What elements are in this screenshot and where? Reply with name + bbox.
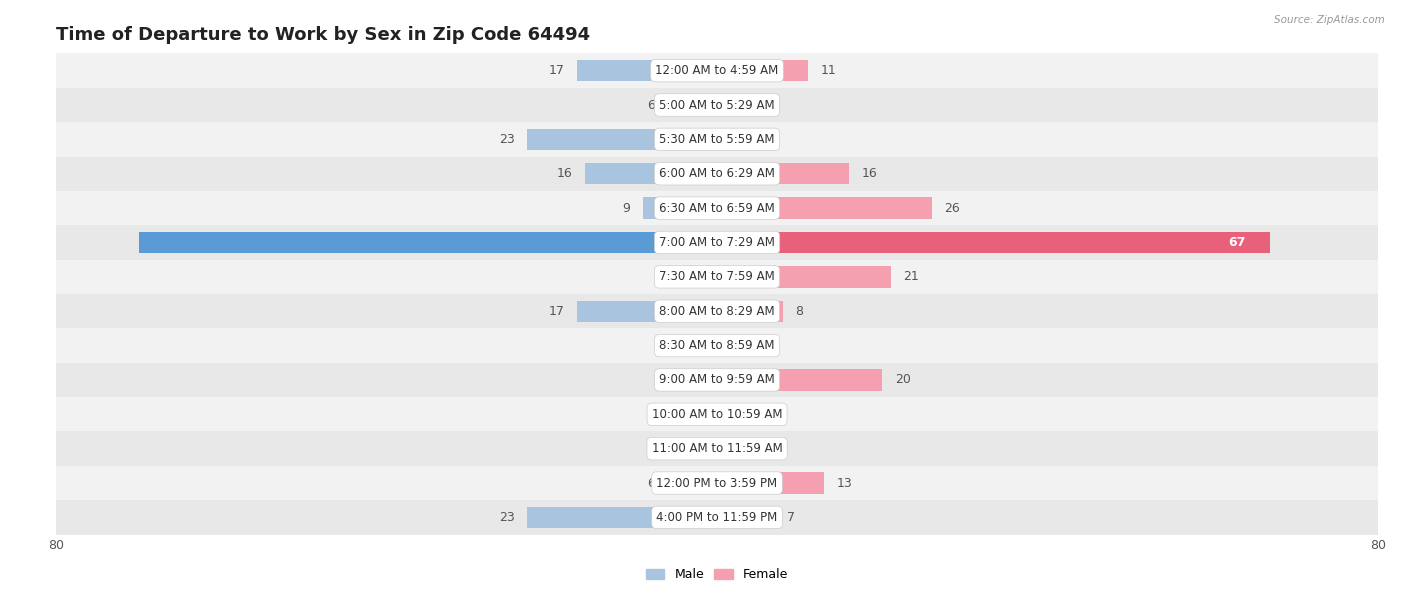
Text: 12:00 PM to 3:59 PM: 12:00 PM to 3:59 PM xyxy=(657,476,778,489)
Text: 6: 6 xyxy=(647,99,655,112)
Bar xyxy=(717,232,1271,253)
Text: 70: 70 xyxy=(692,236,710,249)
Bar xyxy=(700,266,717,287)
Bar xyxy=(717,129,742,150)
Bar xyxy=(56,122,1378,157)
Bar xyxy=(585,163,717,184)
Text: 6:30 AM to 6:59 AM: 6:30 AM to 6:59 AM xyxy=(659,201,775,214)
Text: 4: 4 xyxy=(762,408,770,421)
Text: 17: 17 xyxy=(548,305,564,318)
Text: 2: 2 xyxy=(681,270,688,283)
Text: 5:00 AM to 5:29 AM: 5:00 AM to 5:29 AM xyxy=(659,99,775,112)
Bar xyxy=(717,60,808,81)
Bar xyxy=(717,163,849,184)
Bar xyxy=(527,129,717,150)
Bar xyxy=(56,397,1378,431)
Text: 16: 16 xyxy=(862,168,877,180)
Bar xyxy=(576,301,717,322)
Text: 67: 67 xyxy=(1229,236,1246,249)
Bar xyxy=(717,301,783,322)
Text: Source: ZipAtlas.com: Source: ZipAtlas.com xyxy=(1274,15,1385,25)
Text: 8:30 AM to 8:59 AM: 8:30 AM to 8:59 AM xyxy=(659,339,775,352)
Bar xyxy=(717,369,883,391)
Text: 7:30 AM to 7:59 AM: 7:30 AM to 7:59 AM xyxy=(659,270,775,283)
Bar xyxy=(676,369,717,391)
Text: 8: 8 xyxy=(796,305,804,318)
Bar xyxy=(56,500,1378,535)
Text: 3: 3 xyxy=(754,133,762,146)
Bar xyxy=(56,431,1378,466)
Text: 3: 3 xyxy=(754,339,762,352)
Text: 26: 26 xyxy=(945,201,960,214)
Bar xyxy=(56,191,1378,225)
Bar xyxy=(56,328,1378,363)
Bar xyxy=(56,260,1378,294)
Text: 5:30 AM to 5:59 AM: 5:30 AM to 5:59 AM xyxy=(659,133,775,146)
Text: Time of Departure to Work by Sex in Zip Code 64494: Time of Departure to Work by Sex in Zip … xyxy=(56,26,591,43)
Bar xyxy=(717,438,751,459)
Bar xyxy=(668,472,717,494)
Legend: Male, Female: Male, Female xyxy=(641,563,793,586)
Bar xyxy=(643,197,717,219)
Bar xyxy=(56,53,1378,88)
Bar xyxy=(717,472,824,494)
Text: 0: 0 xyxy=(696,442,704,455)
Bar xyxy=(668,94,717,116)
Bar xyxy=(527,507,717,528)
Bar xyxy=(56,157,1378,191)
Text: 20: 20 xyxy=(894,374,911,387)
Text: 7: 7 xyxy=(787,511,796,524)
Text: 23: 23 xyxy=(499,133,515,146)
Text: 11: 11 xyxy=(820,64,837,77)
Text: 16: 16 xyxy=(557,168,572,180)
Bar xyxy=(717,335,742,356)
Text: 0: 0 xyxy=(696,339,704,352)
Text: 4:00 PM to 11:59 PM: 4:00 PM to 11:59 PM xyxy=(657,511,778,524)
Bar xyxy=(56,88,1378,122)
Text: 10:00 AM to 10:59 AM: 10:00 AM to 10:59 AM xyxy=(652,408,782,421)
Text: 6:00 AM to 6:29 AM: 6:00 AM to 6:29 AM xyxy=(659,168,775,180)
Bar xyxy=(56,363,1378,397)
Text: 4: 4 xyxy=(762,442,770,455)
Text: 3: 3 xyxy=(672,408,681,421)
Bar xyxy=(692,404,717,425)
Bar xyxy=(717,94,734,116)
Bar xyxy=(56,225,1378,260)
Text: 8:00 AM to 8:29 AM: 8:00 AM to 8:29 AM xyxy=(659,305,775,318)
Bar xyxy=(717,404,751,425)
Text: 6: 6 xyxy=(647,476,655,489)
Text: 9:00 AM to 9:59 AM: 9:00 AM to 9:59 AM xyxy=(659,374,775,387)
Bar xyxy=(717,197,932,219)
Bar xyxy=(576,60,717,81)
Text: 17: 17 xyxy=(548,64,564,77)
Bar xyxy=(56,294,1378,328)
Bar xyxy=(717,507,775,528)
Text: 21: 21 xyxy=(903,270,918,283)
Bar xyxy=(139,232,717,253)
Text: 7:00 AM to 7:29 AM: 7:00 AM to 7:29 AM xyxy=(659,236,775,249)
Text: 9: 9 xyxy=(623,201,630,214)
Text: 13: 13 xyxy=(837,476,852,489)
Text: 12:00 AM to 4:59 AM: 12:00 AM to 4:59 AM xyxy=(655,64,779,77)
Bar xyxy=(56,466,1378,500)
Bar xyxy=(717,266,890,287)
Text: 11:00 AM to 11:59 AM: 11:00 AM to 11:59 AM xyxy=(652,442,782,455)
Text: 5: 5 xyxy=(655,374,664,387)
Text: 23: 23 xyxy=(499,511,515,524)
Text: 2: 2 xyxy=(747,99,754,112)
